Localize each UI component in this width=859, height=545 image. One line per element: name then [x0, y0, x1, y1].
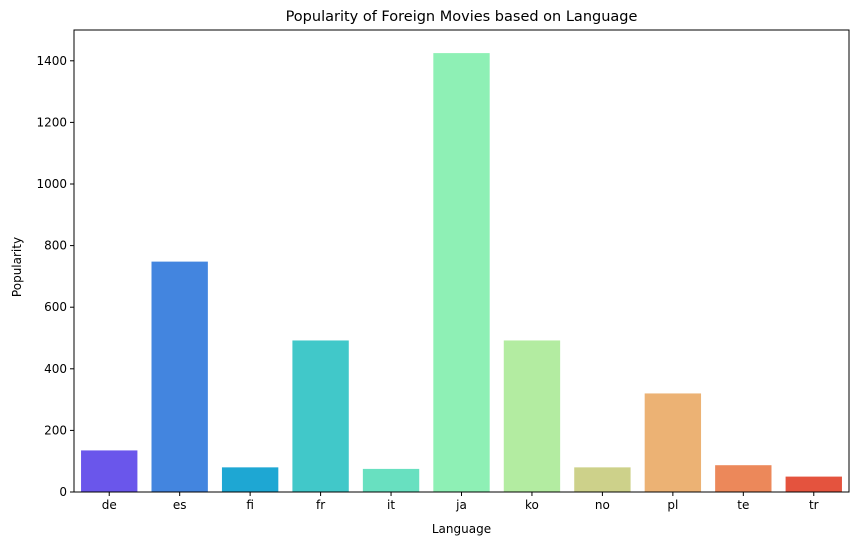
x-tick-label: no: [595, 498, 610, 512]
bar-tr: [785, 476, 842, 492]
bar-es: [151, 261, 208, 492]
x-tick-label: ja: [455, 498, 467, 512]
y-tick-label: 1000: [36, 177, 67, 191]
x-tick-label: de: [102, 498, 117, 512]
x-tick-label: fr: [316, 498, 325, 512]
x-tick-label: te: [737, 498, 749, 512]
plot-frame: [73, 29, 850, 493]
bar-pl: [644, 393, 702, 492]
bar-te: [715, 465, 772, 492]
x-tick-label: fi: [246, 498, 254, 512]
y-axis-label: Popularity: [10, 237, 24, 297]
y-tick-label: 1400: [36, 54, 67, 68]
chart-title: Popularity of Foreign Movies based on La…: [286, 9, 638, 25]
y-tick-label: 600: [44, 300, 67, 314]
x-tick-label: ko: [525, 498, 539, 512]
x-axis-ticks: de es fi fr it ja ko no pl te tr: [102, 492, 819, 512]
bar-de: [81, 450, 138, 492]
x-axis-label: Language: [432, 522, 491, 536]
x-tick-label: it: [387, 498, 395, 512]
bar-it: [362, 468, 420, 492]
y-axis-ticks: 0 200 400 600 800 1000 1200 1400: [36, 54, 74, 499]
bars: [81, 53, 842, 492]
bar-fi: [221, 467, 279, 492]
bar-no: [574, 467, 631, 492]
x-tick-label: pl: [667, 498, 678, 512]
y-tick-label: 200: [44, 423, 67, 437]
y-tick-label: 1200: [36, 115, 67, 129]
x-tick-label: es: [173, 498, 187, 512]
y-tick-label: 0: [59, 485, 67, 499]
bar-fr: [292, 340, 349, 492]
x-tick-label: tr: [809, 498, 819, 512]
bar-ja: [433, 53, 490, 492]
bar-ko: [503, 340, 561, 492]
y-tick-label: 800: [44, 239, 67, 253]
y-tick-label: 400: [44, 362, 67, 376]
